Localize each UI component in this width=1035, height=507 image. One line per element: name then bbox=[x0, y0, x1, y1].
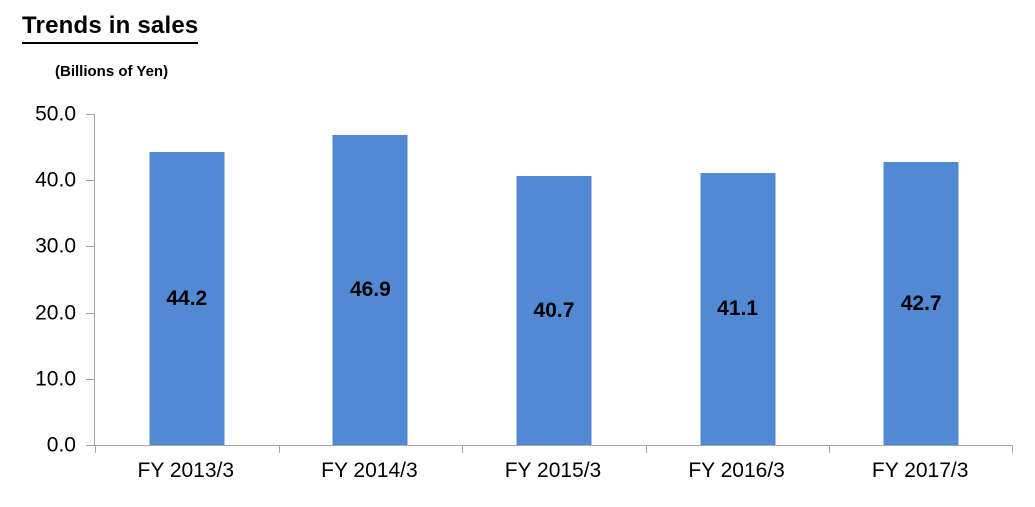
x-axis-tick-mark bbox=[95, 445, 96, 453]
x-axis-tick-mark bbox=[462, 445, 464, 453]
plot-area: 44.2 46.9 40.7 41.1 42.7 bbox=[86, 114, 1013, 453]
bar: 44.2 bbox=[149, 152, 225, 445]
category-slot: 41.1 bbox=[646, 114, 830, 445]
x-axis-label: FY 2014/3 bbox=[321, 459, 418, 482]
x-axis-label: FY 2016/3 bbox=[688, 459, 785, 482]
y-axis-tick-label: 30.0 bbox=[35, 234, 76, 258]
chart-title: Trends in sales bbox=[22, 12, 199, 44]
y-axis-tick-label: 10.0 bbox=[35, 367, 76, 391]
bar-value-label: 46.9 bbox=[349, 278, 391, 302]
y-axis-tick-mark bbox=[86, 312, 95, 314]
y-axis-tick-label: 0.0 bbox=[46, 433, 76, 457]
y-axis-tick-mark bbox=[86, 114, 95, 115]
y-axis-tick-label: 40.0 bbox=[35, 168, 76, 192]
category-slot: 44.2 bbox=[95, 114, 279, 445]
y-axis-tick-mark bbox=[86, 180, 95, 182]
y-axis-tick-labels: 0.0 10.0 20.0 30.0 40.0 50.0 bbox=[0, 104, 76, 456]
category-slot: 40.7 bbox=[462, 114, 646, 445]
category-slot: 42.7 bbox=[829, 114, 1013, 445]
bar-value-label: 41.1 bbox=[717, 297, 759, 321]
x-axis-tick-mark bbox=[1012, 445, 1013, 453]
bar-value-label: 40.7 bbox=[533, 298, 575, 322]
unit-label: (Billions of Yen) bbox=[55, 63, 169, 80]
category-slot: 46.9 bbox=[279, 114, 463, 445]
bar-value-label: 42.7 bbox=[900, 292, 942, 316]
x-axis-tick-mark bbox=[278, 445, 280, 453]
y-axis-tick-mark bbox=[86, 378, 95, 380]
bar: 41.1 bbox=[700, 172, 776, 445]
y-axis-tick-mark bbox=[86, 445, 95, 446]
x-axis-labels: FY 2013/3 FY 2014/3 FY 2015/3 FY 2016/3 FY 2… bbox=[94, 458, 1012, 483]
x-axis-label: FY 2013/3 bbox=[137, 459, 235, 482]
bar-value-label: 44.2 bbox=[166, 287, 208, 311]
x-axis-label: FY 2015/3 bbox=[504, 459, 602, 482]
x-axis-tick-mark bbox=[645, 445, 647, 453]
bar: 46.9 bbox=[332, 134, 408, 445]
bar: 40.7 bbox=[516, 175, 592, 445]
y-axis-tick-label: 50.0 bbox=[35, 102, 76, 126]
bar: 42.7 bbox=[883, 162, 959, 445]
y-axis-tick-label: 20.0 bbox=[35, 301, 76, 325]
x-axis-label: FY 2017/3 bbox=[871, 459, 969, 482]
x-axis-tick-mark bbox=[829, 445, 831, 453]
y-axis-tick-mark bbox=[86, 246, 95, 248]
